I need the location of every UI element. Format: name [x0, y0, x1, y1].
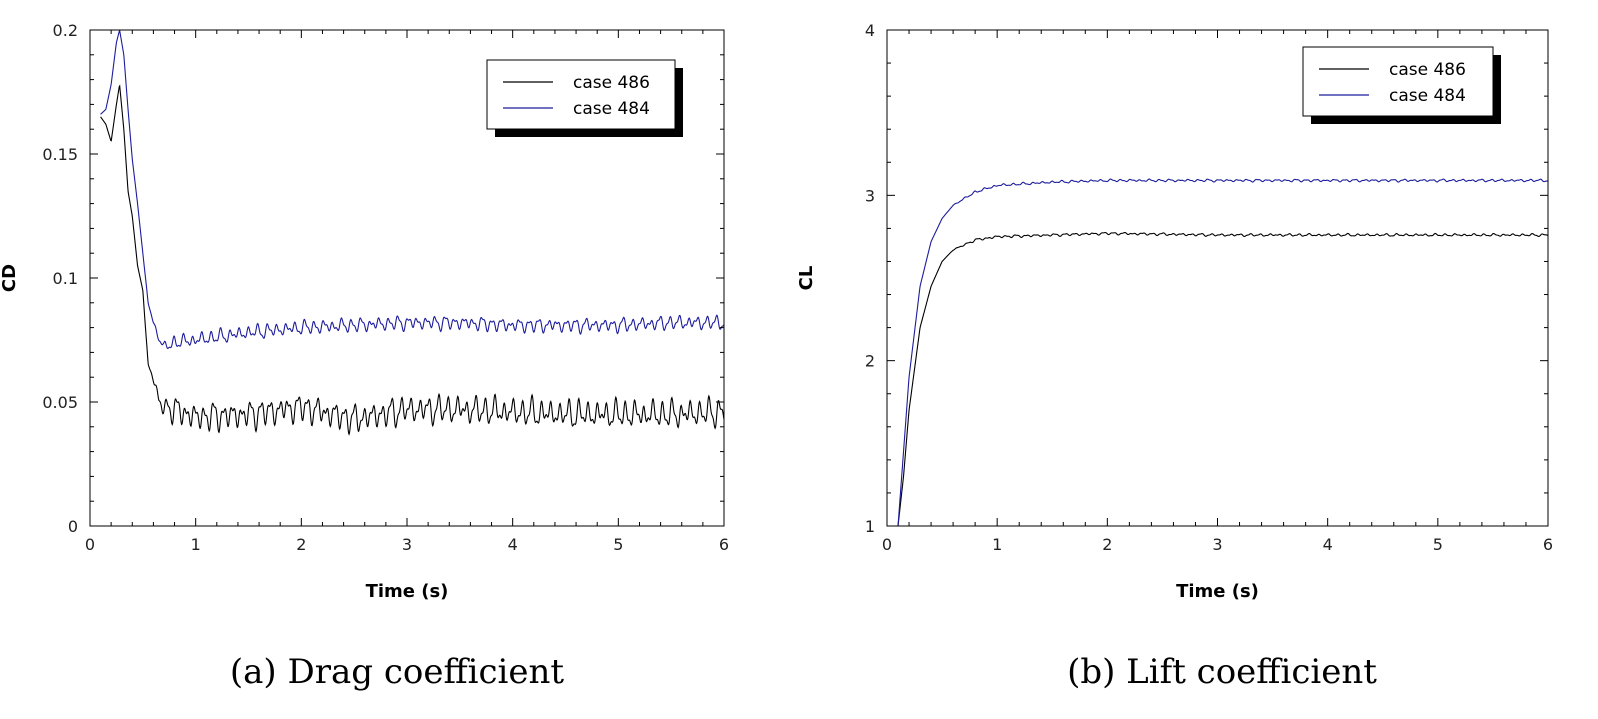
- x-tick-label: 1: [191, 535, 201, 554]
- y-tick-label: 4: [865, 21, 875, 40]
- y-tick-label: 0: [68, 517, 78, 536]
- drag-coefficient-chart: 0 1 2 3 4 5 6 0 0.05 0.1 0.15 0.2 Time (s) CD case 486…: [0, 21, 729, 692]
- series-line-case-484: [100, 29, 725, 350]
- x-tick-label: 0: [882, 535, 892, 554]
- x-tick-label: 3: [402, 535, 412, 554]
- x-tick-label: 0: [85, 535, 95, 554]
- y-tick-label: 0.05: [42, 393, 78, 412]
- y-axis-label: CL: [796, 266, 817, 291]
- x-tick-label: 5: [1433, 535, 1443, 554]
- legend-entry: case 486: [573, 73, 650, 93]
- y-tick-label: 0.15: [42, 145, 78, 164]
- legend-entry: case 484: [1389, 86, 1466, 106]
- y-tick-label: 2: [865, 352, 875, 371]
- x-tick-label: 3: [1212, 535, 1222, 554]
- y-tick-label: 3: [865, 186, 875, 205]
- x-axis-label: Time (s): [366, 581, 449, 602]
- x-tick-label: 4: [1323, 535, 1333, 554]
- x-axis-label: Time (s): [1176, 581, 1259, 602]
- y-tick-label: 1: [865, 517, 875, 536]
- subfigure-caption: (b) Lift coefficient: [1067, 652, 1377, 692]
- legend-box: [486, 59, 676, 130]
- legend-box: [1302, 46, 1494, 117]
- x-tick-label: 2: [296, 535, 306, 554]
- legend: case 486 case 484: [486, 59, 683, 137]
- x-tick-label: 5: [613, 535, 623, 554]
- legend-entry: case 484: [573, 99, 650, 119]
- subfigure-caption: (a) Drag coefficient: [230, 652, 565, 692]
- x-tick-label: 2: [1102, 535, 1112, 554]
- x-tick-label: 6: [1543, 535, 1553, 554]
- series-line-case-484: [897, 178, 1549, 527]
- legend: case 486 case 484: [1302, 46, 1501, 124]
- legend-entry: case 486: [1389, 60, 1466, 80]
- y-tick-label: 0.1: [53, 269, 78, 288]
- x-tick-label: 1: [992, 535, 1002, 554]
- series-line-case-486: [897, 231, 1549, 527]
- y-axis-label: CD: [0, 264, 20, 292]
- series-line-case-486: [100, 84, 725, 436]
- y-tick-label: 0.2: [53, 21, 78, 40]
- x-tick-label: 6: [719, 535, 729, 554]
- x-tick-label: 4: [508, 535, 518, 554]
